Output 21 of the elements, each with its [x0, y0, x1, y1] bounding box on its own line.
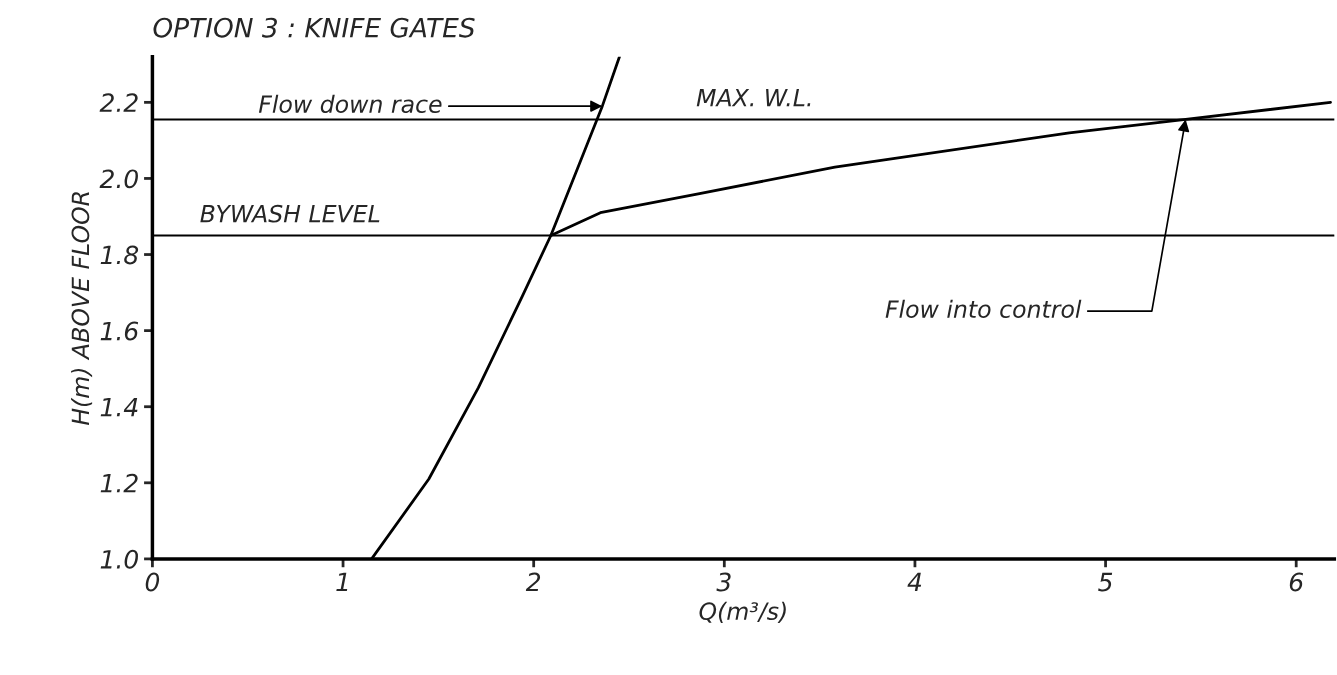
annotation: Flow down race: [258, 94, 442, 114]
y-tick-label: 1.6: [100, 321, 139, 341]
x-tick-label: 4: [907, 572, 922, 592]
ref-line-label: BYWASH LEVEL: [200, 204, 380, 223]
x-tick-label: 5: [1098, 572, 1113, 592]
x-tick-label: 2: [525, 572, 541, 592]
y-tick-label: 1.0: [100, 549, 138, 569]
y-tick-label: 2.0: [99, 169, 138, 189]
chart-title: OPTION 3 : KNIFE GATES: [153, 17, 475, 38]
y-tick-label: 1.8: [100, 245, 139, 265]
annotation: Flow into control: [885, 299, 1082, 318]
y-tick-label: 1.2: [100, 473, 138, 493]
x-axis-title: Q(m³/s): [699, 601, 786, 623]
y-tick-label: 1.4: [100, 397, 138, 417]
ref-line-label: MAX. W.L.: [696, 89, 811, 107]
y-tick-label: 2.2: [99, 93, 138, 112]
x-tick-label: 0: [145, 572, 160, 592]
x-tick-label: 6: [1289, 572, 1304, 592]
x-tick-label: 1: [336, 572, 348, 592]
x-tick-label: 3: [716, 572, 731, 592]
y-axis-title: H(m) ABOVE FLOOR: [71, 192, 93, 426]
